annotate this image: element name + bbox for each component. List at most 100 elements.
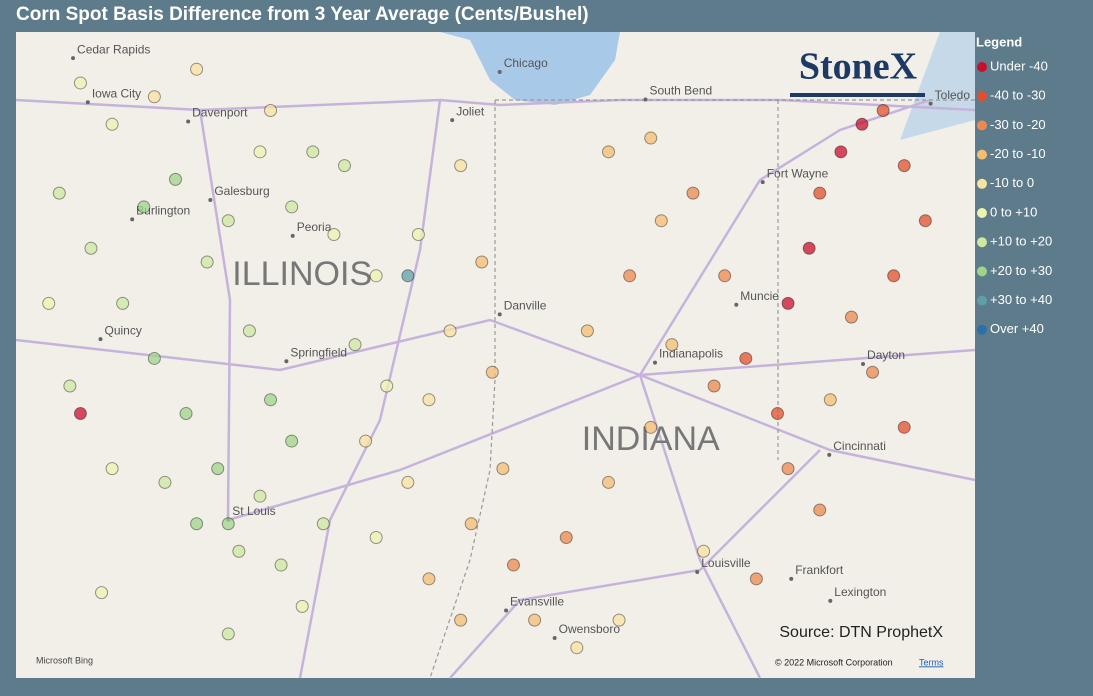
basis-point <box>707 379 721 393</box>
bing: Microsoft Bing <box>36 655 93 665</box>
basis-point <box>337 159 351 173</box>
basis-point <box>528 613 542 627</box>
basis-point <box>380 379 394 393</box>
basis-point <box>73 76 87 90</box>
state-label: ILLINOIS <box>232 255 372 293</box>
basis-point <box>570 641 584 655</box>
basis-point <box>496 462 510 476</box>
basis-point <box>401 475 415 489</box>
basis-point <box>116 296 130 310</box>
city-dot <box>789 576 794 581</box>
basis-point <box>823 393 837 407</box>
basis-point <box>866 365 880 379</box>
city-label: Owensboro <box>559 622 621 636</box>
city-dot <box>130 217 135 222</box>
basis-point <box>285 200 299 214</box>
basis-point <box>190 62 204 76</box>
city-dot <box>450 118 455 123</box>
city-label: Indianapolis <box>659 347 723 361</box>
basis-point <box>411 227 425 241</box>
legend-swatch <box>977 324 987 335</box>
title: Corn Spot Basis Difference from 3 Year A… <box>16 4 589 25</box>
basis-point <box>612 613 626 627</box>
basis-point <box>686 186 700 200</box>
basis-point <box>190 517 204 531</box>
source: Source: DTN ProphetX <box>779 624 943 641</box>
city-dot <box>652 360 657 365</box>
basis-point <box>274 558 288 572</box>
city-dot <box>71 56 76 61</box>
basis-point <box>644 420 658 434</box>
basis-point <box>602 145 616 159</box>
city-label: Cedar Rapids <box>77 42 150 56</box>
basis-point <box>200 255 214 269</box>
legend-label: Under -40 <box>990 58 1048 73</box>
basis-point <box>253 145 267 159</box>
basis-point <box>718 269 732 283</box>
basis-point <box>147 90 161 104</box>
basis-point <box>580 324 594 338</box>
basis-point <box>844 310 858 324</box>
legend-title: Legend <box>976 34 1022 49</box>
basis-point <box>211 462 225 476</box>
basis-point <box>644 131 658 145</box>
basis-point <box>105 462 119 476</box>
basis-point <box>697 544 711 558</box>
basis-point <box>221 517 235 531</box>
legend-swatch <box>977 120 987 131</box>
basis-point <box>348 338 362 352</box>
basis-point <box>168 172 182 186</box>
basis-point <box>813 186 827 200</box>
lake <box>440 32 620 105</box>
basis-point <box>105 117 119 131</box>
city-dot <box>760 180 765 185</box>
basis-point <box>739 351 753 365</box>
city-dot <box>186 119 191 124</box>
logo: StoneX <box>790 46 925 97</box>
basis-point <box>401 269 415 283</box>
basis-point <box>221 214 235 228</box>
legend-swatch <box>977 237 987 248</box>
legend-swatch <box>977 91 987 102</box>
basis-point <box>834 145 848 159</box>
legend-swatch <box>977 266 987 277</box>
basis-point <box>359 434 373 448</box>
city-label: Iowa City <box>92 86 141 100</box>
city-label: St Louis <box>232 504 275 518</box>
city-dot <box>497 69 502 74</box>
basis-point <box>264 393 278 407</box>
terms-link[interactable]: Terms <box>919 657 944 667</box>
basis-point <box>781 462 795 476</box>
city-label: Lexington <box>834 585 886 599</box>
city-label: Danville <box>504 299 547 313</box>
basis-point <box>454 613 468 627</box>
city-label: South Bend <box>649 84 712 98</box>
logo-bar <box>790 93 925 97</box>
city-label: Quincy <box>104 323 141 337</box>
legend-swatch <box>977 208 987 218</box>
city-dot <box>85 100 90 105</box>
legend-label: +30 to +40 <box>990 292 1052 307</box>
basis-point <box>242 324 256 338</box>
legend-label: -30 to -20 <box>990 117 1046 132</box>
city-label: Evansville <box>510 595 564 609</box>
city-dot <box>695 569 700 574</box>
basis-point <box>147 351 161 365</box>
city-dot <box>643 97 648 102</box>
city-label: Davenport <box>192 106 248 120</box>
legend-label: 0 to +10 <box>990 204 1037 219</box>
city-dot <box>734 302 739 307</box>
city-dot <box>290 233 295 238</box>
state-borders <box>429 99 975 679</box>
city-dot <box>552 636 557 641</box>
legend-label: Over +40 <box>990 321 1044 336</box>
legend-swatch <box>977 62 987 72</box>
city-label: Fort Wayne <box>767 166 829 180</box>
basis-point <box>422 572 436 586</box>
legend-label: +20 to +30 <box>990 263 1052 278</box>
basis-point <box>506 558 520 572</box>
legend-label: +10 to +20 <box>990 234 1052 249</box>
legend-swatch <box>977 178 987 189</box>
basis-point <box>285 434 299 448</box>
